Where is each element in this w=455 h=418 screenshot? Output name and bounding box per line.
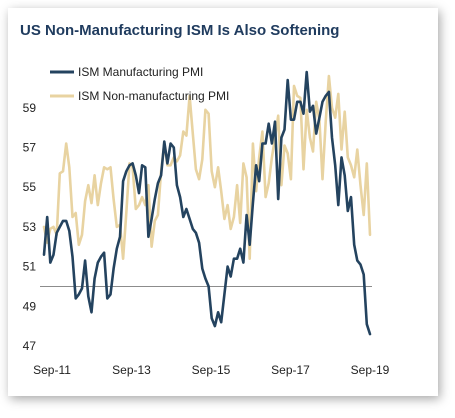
x-tick-label: Sep-11 — [33, 363, 71, 377]
x-tick-label: Sep-17 — [271, 363, 310, 377]
legend-label-manufacturing: ISM Manufacturing PMI — [78, 65, 203, 79]
series-line-non-manufacturing — [42, 74, 372, 260]
y-tick-label: 59 — [23, 101, 37, 115]
series-line-manufacturing — [42, 70, 372, 336]
x-tick-label: Sep-15 — [192, 363, 231, 377]
chart-card: US Non-Manufacturing ISM Is Also Softeni… — [8, 8, 438, 396]
line-chart: 47 49 51 53 55 57 59 Sep-11 Sep-13 Sep-15 Sep-17 S… — [23, 65, 390, 377]
y-tick-label: 53 — [23, 220, 37, 234]
y-tick-label: 51 — [23, 260, 37, 274]
x-tick-label: Sep-13 — [112, 363, 151, 377]
y-tick-label: 57 — [23, 140, 37, 154]
chart-title: US Non-Manufacturing ISM Is Also Softeni… — [20, 22, 340, 39]
legend-label-non-manufacturing: ISM Non-manufacturing PMI — [78, 89, 229, 103]
y-tick-label: 49 — [23, 299, 37, 313]
y-tick-label: 55 — [23, 180, 37, 194]
x-tick-label: Sep-19 — [351, 363, 390, 377]
y-tick-label: 47 — [23, 339, 37, 353]
